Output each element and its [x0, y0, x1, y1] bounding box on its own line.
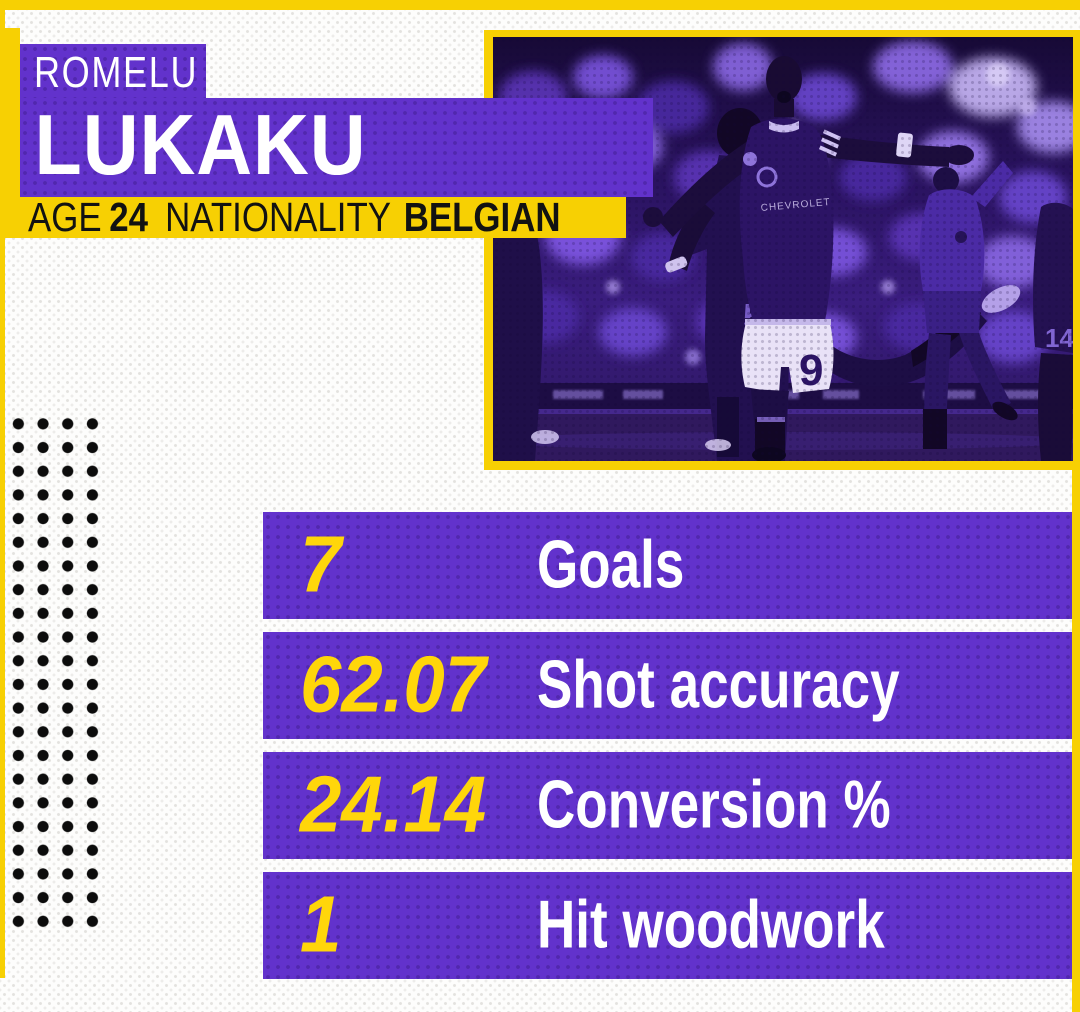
collar — [769, 121, 799, 133]
shorts — [741, 319, 834, 393]
stat-row-conversion: 24.14 Conversion % — [263, 752, 1072, 859]
stats-list: 7 Goals 62.07 Shot accuracy 24.14 Conver… — [263, 512, 1072, 992]
top-yellow-border — [0, 0, 1080, 10]
sleeve-patch — [743, 152, 757, 166]
player-photo-frame: 5 — [484, 30, 1080, 470]
stat-label: Conversion % — [537, 766, 891, 843]
club-badge — [756, 166, 778, 188]
nationality-value: BELGIAN — [403, 193, 561, 240]
boot — [981, 285, 1021, 313]
player-info-banner: AGE 24 NATIONALITY BELGIAN — [0, 193, 626, 240]
stat-value: 24.14 — [300, 758, 487, 848]
player-first-name: ROMELU — [33, 48, 199, 97]
stat-row-shot-accuracy: 62.07 Shot accuracy — [263, 632, 1072, 739]
last-name-block: LUKAKU — [20, 98, 653, 197]
far-right-player: 14 — [1033, 202, 1073, 461]
age-value: 24 — [109, 193, 149, 240]
right-yellow-border — [1072, 30, 1080, 1012]
first-name-block: ROMELU — [20, 44, 206, 98]
stat-row-goals: 7 Goals — [263, 512, 1072, 619]
player-info-line: AGE 24 NATIONALITY BELGIAN — [0, 193, 561, 240]
nationality-label: NATIONALITY — [165, 193, 391, 240]
player-last-name: LUKAKU — [34, 98, 367, 193]
age-label: AGE — [28, 193, 102, 240]
captain-armband — [896, 132, 913, 158]
open-mouth — [777, 91, 791, 103]
stat-value: 1 — [300, 878, 342, 968]
right-player — [919, 161, 1018, 449]
decorative-dot-grid — [6, 412, 106, 934]
stat-label: Shot accuracy — [537, 646, 900, 723]
left-yellow-border — [0, 10, 5, 978]
header-yellow-panel — [0, 28, 20, 238]
stat-value: 62.07 — [300, 638, 487, 728]
stat-value: 7 — [300, 518, 342, 608]
stat-row-hit-woodwork: 1 Hit woodwork — [263, 872, 1072, 979]
right-player-shirt-number: 14 — [1045, 323, 1073, 353]
main-shirt-number: 9 — [799, 346, 823, 395]
main-player-lukaku: CHEVROLET 9 — [643, 56, 1021, 461]
stat-label: Hit woodwork — [537, 886, 885, 963]
stat-label: Goals — [537, 526, 685, 603]
kit-badge — [955, 231, 967, 243]
